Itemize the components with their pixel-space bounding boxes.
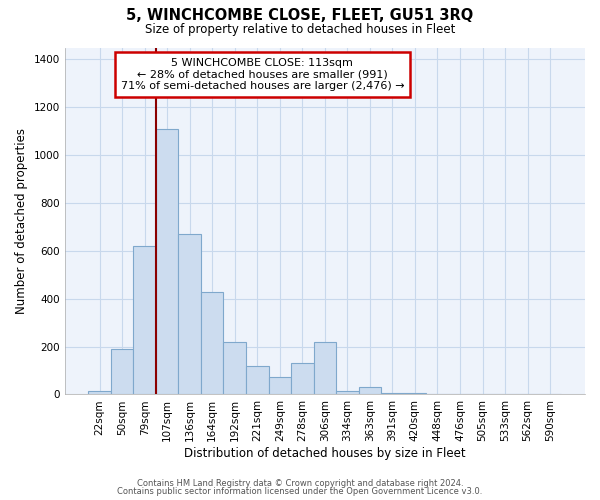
Text: 5, WINCHCOMBE CLOSE, FLEET, GU51 3RQ: 5, WINCHCOMBE CLOSE, FLEET, GU51 3RQ bbox=[127, 8, 473, 22]
Text: 5 WINCHCOMBE CLOSE: 113sqm
← 28% of detached houses are smaller (991)
71% of sem: 5 WINCHCOMBE CLOSE: 113sqm ← 28% of deta… bbox=[121, 58, 404, 91]
Bar bbox=[88, 391, 111, 394]
Bar bbox=[133, 246, 156, 394]
Bar bbox=[269, 376, 291, 394]
Text: Contains HM Land Registry data © Crown copyright and database right 2024.: Contains HM Land Registry data © Crown c… bbox=[137, 478, 463, 488]
Bar bbox=[178, 234, 201, 394]
Bar bbox=[246, 366, 269, 394]
Bar bbox=[111, 349, 133, 395]
Bar bbox=[223, 342, 246, 394]
Text: Contains public sector information licensed under the Open Government Licence v3: Contains public sector information licen… bbox=[118, 487, 482, 496]
Bar bbox=[359, 388, 381, 394]
Bar bbox=[201, 292, 223, 395]
Y-axis label: Number of detached properties: Number of detached properties bbox=[15, 128, 28, 314]
Bar bbox=[156, 129, 178, 394]
Bar bbox=[291, 364, 314, 394]
Bar bbox=[336, 391, 359, 394]
X-axis label: Distribution of detached houses by size in Fleet: Distribution of detached houses by size … bbox=[184, 447, 466, 460]
Text: Size of property relative to detached houses in Fleet: Size of property relative to detached ho… bbox=[145, 22, 455, 36]
Bar bbox=[314, 342, 336, 394]
